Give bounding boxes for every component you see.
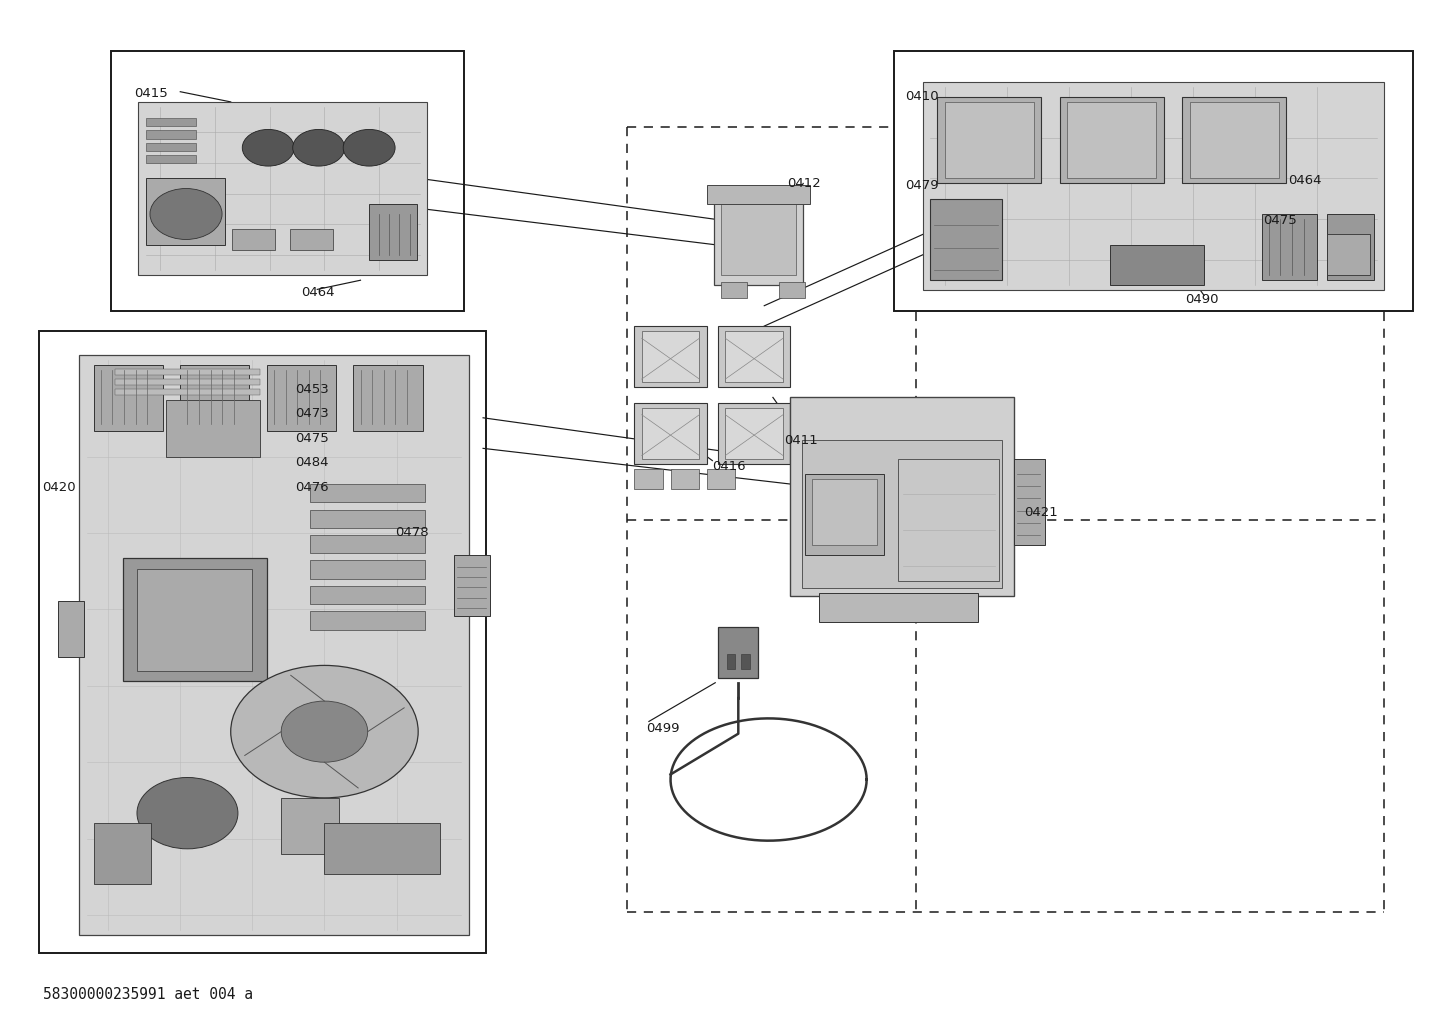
Circle shape	[343, 129, 395, 166]
Text: 0484: 0484	[296, 457, 329, 469]
Bar	[454, 554, 490, 615]
Text: 0475: 0475	[1263, 214, 1296, 226]
Bar	[79, 355, 469, 935]
Bar	[111, 51, 464, 311]
Bar	[324, 823, 440, 874]
Bar	[721, 199, 796, 275]
Bar	[725, 331, 783, 382]
Bar	[707, 469, 735, 489]
Bar	[115, 379, 260, 385]
Bar	[39, 331, 486, 953]
Bar	[802, 440, 1002, 588]
Bar	[1262, 214, 1317, 280]
Bar	[923, 82, 1384, 290]
Bar	[819, 593, 978, 622]
Bar	[94, 365, 163, 431]
Bar	[721, 282, 747, 298]
Bar	[741, 654, 750, 669]
Bar	[718, 403, 790, 464]
Bar	[718, 326, 790, 387]
Text: 0464: 0464	[301, 286, 335, 299]
Bar	[1182, 97, 1286, 183]
Bar	[58, 600, 84, 656]
Bar	[281, 798, 339, 854]
Text: 0479: 0479	[906, 179, 939, 192]
Bar	[1060, 97, 1164, 183]
Bar	[353, 365, 423, 431]
Bar	[310, 510, 425, 528]
Text: 0464: 0464	[1288, 174, 1321, 186]
Bar	[166, 400, 260, 457]
Bar	[310, 484, 425, 502]
Circle shape	[137, 777, 238, 849]
Bar	[790, 397, 1014, 596]
Bar	[634, 469, 663, 489]
Text: 58300000235991 aet 004 a: 58300000235991 aet 004 a	[43, 987, 254, 1002]
Text: 0476: 0476	[296, 481, 329, 493]
Bar	[714, 189, 803, 285]
Bar	[310, 535, 425, 553]
Bar	[642, 331, 699, 382]
Bar	[146, 143, 196, 151]
Circle shape	[150, 189, 222, 239]
Text: 0453: 0453	[296, 383, 329, 395]
Bar	[812, 479, 877, 545]
Text: 0499: 0499	[646, 722, 679, 735]
Bar	[94, 823, 151, 884]
Text: 0490: 0490	[1185, 293, 1218, 306]
Bar	[634, 326, 707, 387]
Bar	[1110, 245, 1204, 285]
Bar	[1067, 102, 1156, 178]
Text: 0415: 0415	[134, 88, 167, 100]
Bar	[138, 102, 427, 275]
Bar	[146, 155, 196, 163]
Text: 0412: 0412	[787, 177, 820, 190]
Circle shape	[281, 701, 368, 762]
Bar	[232, 229, 275, 250]
Bar	[1327, 234, 1370, 275]
Bar	[671, 469, 699, 489]
Text: 0410: 0410	[906, 91, 939, 103]
Bar	[718, 627, 758, 678]
Bar	[1014, 459, 1045, 545]
Bar	[930, 199, 1002, 280]
Bar	[725, 408, 783, 459]
Text: 0420: 0420	[42, 481, 75, 493]
Bar	[115, 369, 260, 375]
Bar	[180, 365, 249, 431]
Bar	[727, 654, 735, 669]
Bar	[945, 102, 1034, 178]
Bar	[937, 97, 1041, 183]
Bar	[369, 204, 417, 260]
Bar	[290, 229, 333, 250]
Circle shape	[231, 665, 418, 798]
Bar	[642, 408, 699, 459]
Bar	[707, 185, 810, 204]
Bar	[146, 178, 225, 245]
Bar	[1190, 102, 1279, 178]
Bar	[898, 459, 999, 581]
Bar	[267, 365, 336, 431]
Bar	[634, 403, 707, 464]
Bar	[123, 558, 267, 681]
Bar	[115, 389, 260, 395]
Bar	[310, 560, 425, 579]
Text: 0416: 0416	[712, 461, 746, 473]
Bar	[310, 611, 425, 630]
Circle shape	[293, 129, 345, 166]
Bar	[310, 586, 425, 604]
Circle shape	[242, 129, 294, 166]
Bar	[146, 130, 196, 139]
Bar	[894, 51, 1413, 311]
Text: 0473: 0473	[296, 408, 329, 420]
Text: 0421: 0421	[1024, 506, 1057, 519]
Bar	[805, 474, 884, 555]
Bar	[1327, 214, 1374, 280]
Text: 0411: 0411	[784, 434, 818, 446]
Text: 0475: 0475	[296, 432, 329, 444]
Text: 0478: 0478	[395, 527, 428, 539]
Bar	[779, 282, 805, 298]
Bar	[137, 569, 252, 671]
Bar	[146, 118, 196, 126]
